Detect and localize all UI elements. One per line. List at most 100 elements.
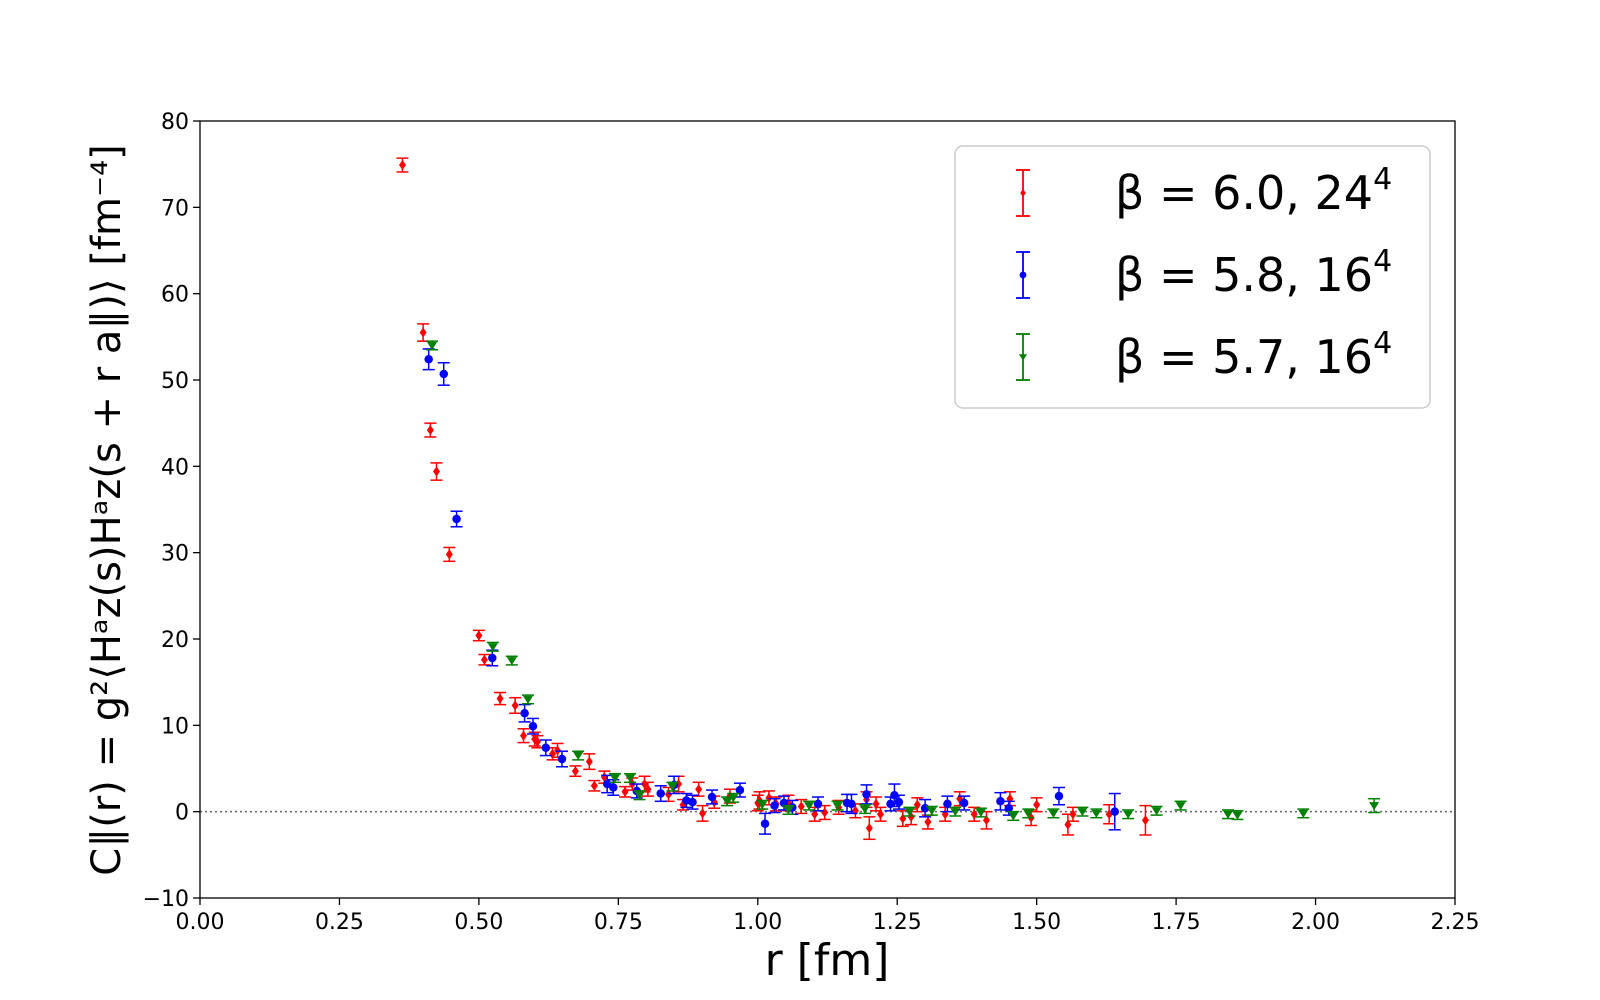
data-point: [1019, 354, 1027, 361]
data-point: [488, 653, 497, 663]
y-tick-label: 0: [175, 801, 189, 826]
data-point: [1151, 807, 1162, 816]
data-point: [876, 809, 884, 820]
data-point: [644, 784, 652, 795]
data-point: [894, 797, 904, 807]
data-point: [600, 772, 608, 783]
data-point: [424, 355, 433, 364]
data-point: [913, 799, 921, 810]
data-point: [1019, 271, 1027, 279]
data-point: [722, 797, 733, 806]
data-point: [1023, 809, 1034, 818]
data-point: [621, 786, 629, 797]
data-point: [872, 798, 880, 809]
data-point: [665, 789, 673, 800]
data-point: [695, 784, 703, 795]
legend-item: β = 6.0, 244: [1016, 162, 1392, 220]
data-point: [511, 700, 519, 711]
data-point: [520, 708, 529, 718]
data-point: [924, 817, 932, 828]
data-point: [1232, 811, 1243, 820]
data-point: [847, 799, 856, 809]
data-point: [667, 783, 678, 792]
data-point: [625, 774, 636, 783]
data-point: [1091, 809, 1102, 818]
data-point: [496, 693, 504, 704]
x-tick-label: 1.00: [733, 910, 782, 935]
data-point: [432, 466, 440, 477]
data-point: [1048, 809, 1059, 818]
series-0: [396, 157, 1152, 841]
data-point: [975, 809, 986, 818]
data-point: [797, 801, 805, 812]
x-tick-label: 0.50: [454, 910, 503, 935]
data-point: [1033, 799, 1041, 810]
x-axis-label: r [fm]: [765, 935, 890, 986]
data-point: [1175, 802, 1186, 811]
y-tick-label: 30: [161, 542, 189, 567]
data-point: [475, 630, 483, 641]
data-point: [982, 815, 990, 826]
data-point: [452, 514, 461, 524]
legend-label: β = 6.0, 244: [1115, 162, 1392, 220]
data-point: [520, 730, 528, 741]
data-point: [541, 743, 551, 753]
data-point: [1069, 809, 1077, 820]
data-point: [554, 745, 562, 756]
data-point: [571, 766, 579, 777]
y-tick-label: 70: [161, 196, 189, 221]
y-tick-label: 50: [161, 369, 189, 394]
data-point: [427, 341, 438, 350]
data-point: [1064, 819, 1072, 830]
data-point: [1110, 807, 1120, 816]
data-point: [926, 807, 937, 816]
data-point: [419, 327, 427, 338]
x-tick-label: 0.25: [315, 910, 364, 935]
data-point: [811, 809, 819, 820]
series-1: [422, 348, 1121, 835]
data-point: [950, 808, 961, 817]
data-point: [859, 805, 870, 814]
x-tick-label: 0.75: [594, 910, 643, 935]
series-2: [426, 340, 1381, 822]
x-tick-label: 0.00: [176, 910, 225, 935]
data-point: [904, 808, 915, 817]
data-point: [1369, 802, 1380, 811]
y-tick-label: 20: [161, 628, 189, 653]
data-point: [557, 754, 567, 764]
x-tick-label: 1.50: [1012, 910, 1061, 935]
data-point: [943, 799, 952, 809]
data-point: [688, 797, 697, 807]
data-point: [439, 369, 448, 379]
data-point: [585, 756, 593, 767]
data-point: [634, 791, 645, 800]
data-point: [1077, 808, 1088, 817]
data-point: [1298, 809, 1309, 818]
data-point: [770, 801, 779, 810]
legend-item: β = 5.7, 164: [1016, 326, 1392, 384]
data-point: [1123, 810, 1134, 819]
data-point: [1054, 791, 1064, 801]
data-point: [1020, 189, 1026, 197]
data-point: [760, 819, 770, 829]
data-point: [865, 823, 873, 834]
data-point: [549, 748, 557, 759]
data-point: [707, 792, 717, 802]
data-point: [996, 797, 1005, 806]
data-point: [522, 695, 533, 704]
data-point: [609, 774, 620, 783]
data-point: [728, 794, 739, 803]
y-tick-label: 80: [161, 110, 189, 135]
data-point: [1004, 803, 1014, 813]
data-point: [480, 654, 488, 665]
data-point: [528, 721, 538, 731]
data-point: [862, 790, 871, 799]
data-point: [1141, 815, 1149, 826]
x-axis: 0.00 0.25 0.50 0.75 1.00 1.25 1.50 1.75 2.00 2.25: [176, 898, 1479, 935]
data-point: [699, 808, 707, 819]
y-tick-label: 60: [161, 283, 189, 308]
x-tick-label: 2.00: [1291, 910, 1340, 935]
legend-item: β = 5.8, 164: [1016, 244, 1392, 302]
data-point: [959, 798, 969, 808]
